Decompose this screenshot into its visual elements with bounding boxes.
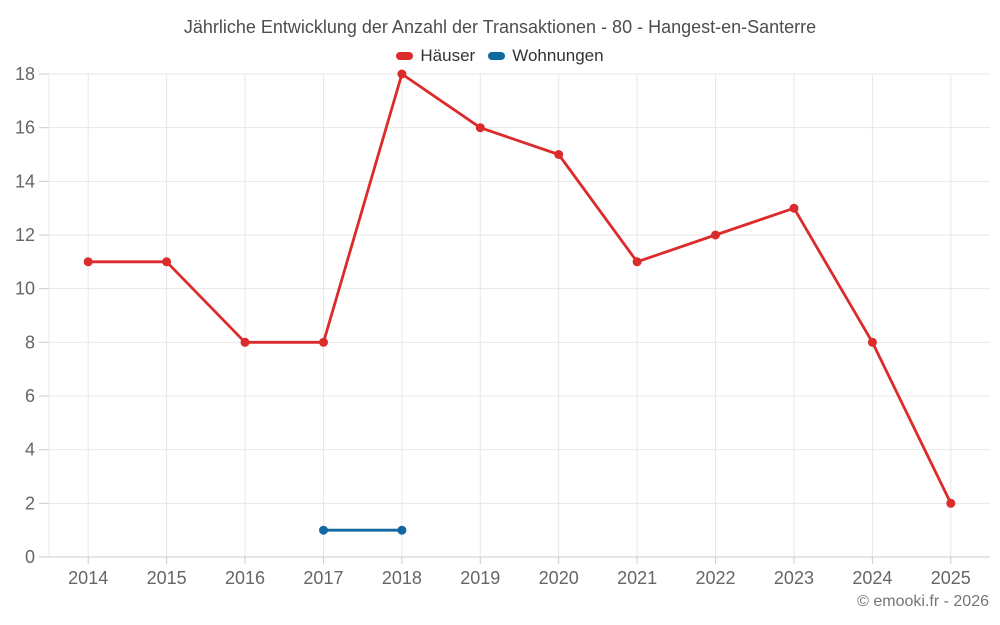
data-point-1[interactable] [397,525,407,535]
x-axis-label: 2021 [617,568,657,588]
x-axis-label: 2016 [225,568,265,588]
y-axis-label: 18 [15,64,35,84]
x-axis-label: 2017 [303,568,343,588]
x-axis-label: 2018 [382,568,422,588]
y-axis-label: 10 [15,279,35,299]
x-axis-label: 2024 [852,568,892,588]
hauser-legend-label: Häuser [420,46,476,65]
data-point-0[interactable] [789,203,799,213]
copyright-footer: © emooki.fr - 2026 [857,593,989,610]
data-point-0[interactable] [83,257,93,267]
y-axis-label: 8 [25,332,35,352]
x-axis-label: 2025 [931,568,971,588]
y-axis-label: 4 [25,440,35,460]
hauser-legend-swatch-icon [396,52,414,60]
x-axis-label: 2022 [696,568,736,588]
data-point-0[interactable] [475,123,485,133]
data-point-0[interactable] [162,257,172,267]
wohnungen-legend-label: Wohnungen [512,46,604,65]
chart-title: Jährliche Entwicklung der Anzahl der Tra… [183,17,817,37]
x-axis-label: 2019 [460,568,500,588]
legend-item-wohnungen[interactable]: Wohnungen [488,46,604,66]
y-axis-label: 2 [25,493,35,513]
legend: Häuser Wohnungen [0,46,1000,66]
data-point-0[interactable] [397,69,407,79]
data-point-0[interactable] [711,230,720,240]
x-axis-label: 2015 [147,568,187,588]
data-point-0[interactable] [319,337,328,347]
x-axis-label: 2014 [68,568,108,588]
y-axis-label: 16 [15,118,35,138]
data-point-1[interactable] [319,525,328,535]
legend-item-hauser[interactable]: Häuser [396,46,475,66]
y-axis-label: 14 [15,171,35,191]
data-point-0[interactable] [946,498,956,508]
data-point-0[interactable] [632,257,642,267]
wohnungen-legend-swatch-icon [488,52,506,60]
data-point-0[interactable] [554,150,564,159]
x-axis-label: 2023 [774,568,814,588]
x-axis-label: 2020 [539,568,579,588]
y-axis-label: 12 [15,225,35,245]
series-line-0 [86,72,953,505]
data-point-0[interactable] [240,337,250,347]
y-axis-label: 6 [25,386,35,406]
data-point-0[interactable] [867,337,877,347]
y-axis-label: 0 [25,547,35,567]
